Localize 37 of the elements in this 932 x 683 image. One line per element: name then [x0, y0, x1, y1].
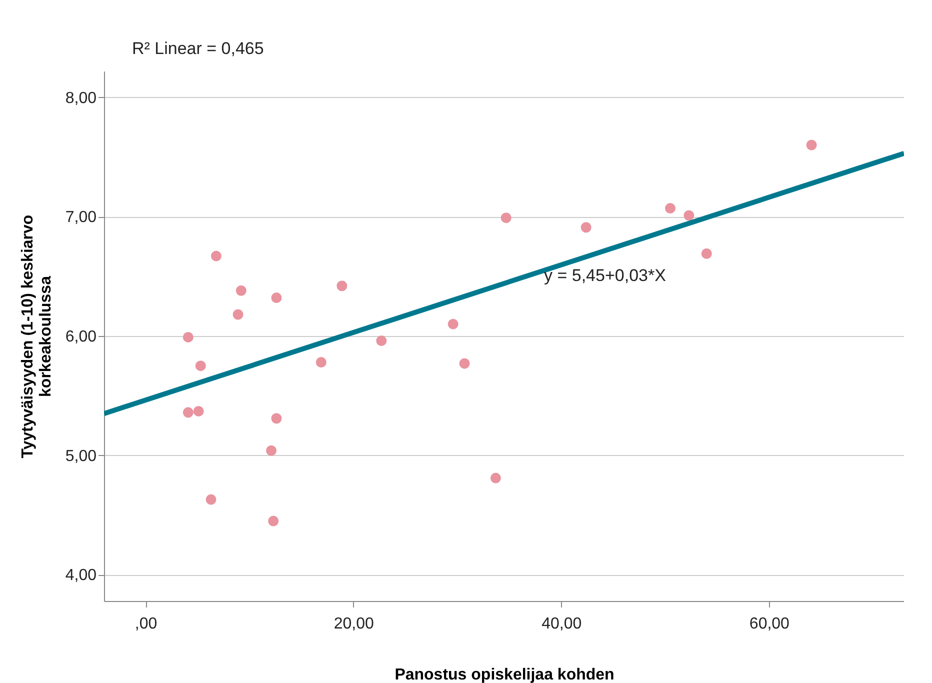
point	[580, 222, 592, 233]
y-tick-label: 7,00	[65, 209, 97, 226]
y-tick-label: 6,00	[65, 328, 97, 346]
point	[182, 332, 194, 342]
point	[210, 250, 222, 262]
point	[316, 357, 326, 368]
annotation: y = 5,45+0,03*X	[544, 266, 666, 285]
y-tick-label: 5,00	[65, 448, 97, 465]
point	[459, 358, 470, 369]
point	[182, 407, 194, 418]
point	[500, 212, 512, 224]
point	[376, 336, 387, 346]
point	[271, 413, 282, 424]
point	[206, 494, 216, 505]
point	[490, 472, 501, 484]
y-tick-label: 4,00	[65, 567, 97, 584]
x-tick-label: 60,00	[749, 616, 790, 632]
point	[448, 318, 458, 330]
point	[336, 280, 348, 292]
point	[271, 292, 282, 304]
point	[195, 360, 206, 372]
x-tick-label: 40,00	[542, 616, 582, 632]
point	[806, 140, 817, 150]
text: R² Linear = 0,465	[132, 39, 264, 58]
point	[664, 203, 676, 214]
point	[232, 309, 244, 320]
point	[193, 406, 204, 416]
point	[266, 445, 277, 456]
x-axis-title: Panostus opiskelijaa kohden	[394, 666, 614, 683]
point	[236, 285, 246, 296]
point	[268, 516, 279, 526]
x-tick-label: ,00	[134, 616, 158, 632]
x-tick-label: 20,00	[334, 616, 374, 632]
point	[701, 248, 712, 259]
y-axis-title: Tyytyväisyyden (1-10) keskiarvo korkeakoulussa	[19, 214, 54, 458]
point	[684, 210, 694, 221]
y-tick-label: 8,00	[65, 90, 97, 107]
